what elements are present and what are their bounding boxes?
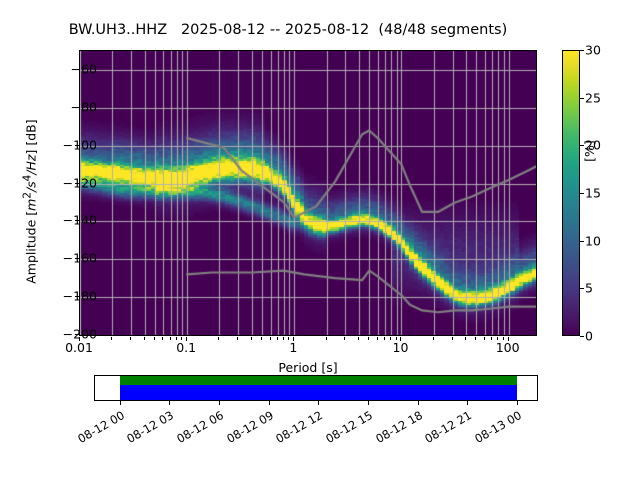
- x-axis-tick-mark: [111, 337, 113, 340]
- x-axis-tick-mark: [497, 337, 499, 340]
- x-axis-label: Period [s]: [278, 360, 338, 375]
- colorbar-tick-label: 30: [585, 42, 601, 58]
- y-axis-tick-label: −80: [70, 99, 97, 115]
- colorbar-tick-label: 0: [585, 328, 593, 344]
- x-axis-tick-mark: [395, 337, 397, 340]
- colorbar-tick-mark: [580, 145, 584, 147]
- y-axis-label-text: Amplitude [m2/s4/Hz] [dB]: [21, 119, 39, 284]
- colorbar[interactable]: [562, 50, 580, 336]
- timeline-tick-mark: [169, 401, 171, 405]
- x-axis-tick-mark: [130, 337, 132, 340]
- x-axis-tick-mark: [162, 337, 164, 340]
- timeline-tick-mark: [219, 401, 221, 405]
- y-axis-tick-mark: [75, 106, 79, 108]
- x-axis-tick-mark: [288, 337, 290, 340]
- timeline-tick-mark: [467, 401, 469, 405]
- x-axis-tick-mark: [186, 337, 188, 341]
- y-axis-tick-label: −60: [70, 61, 97, 77]
- y-axis-tick-label: −120: [62, 175, 97, 191]
- x-axis-tick-mark: [465, 337, 466, 340]
- x-axis-tick-mark: [181, 337, 183, 340]
- x-axis-tick-mark: [344, 337, 346, 340]
- x-axis-tick-mark: [390, 337, 392, 340]
- y-axis-tick-label: −160: [62, 250, 97, 266]
- x-axis-tick-mark: [153, 337, 155, 340]
- timeline-tick-mark: [368, 401, 370, 405]
- timeline-tick-mark: [417, 401, 419, 405]
- x-axis-tick-mark: [169, 337, 171, 340]
- timeline-band-data-coverage: [119, 376, 518, 386]
- y-axis-tick-mark: [75, 182, 79, 184]
- y-axis-tick-mark: [75, 220, 79, 222]
- x-axis-tick-mark: [175, 337, 177, 340]
- x-axis-tick-mark: [325, 337, 327, 340]
- colorbar-tick-mark: [580, 288, 584, 290]
- x-axis-tick-label: 0.1: [176, 340, 197, 355]
- x-axis-tick-mark: [376, 337, 378, 340]
- x-axis-tick-label: 100: [495, 340, 520, 355]
- x-axis-tick-mark: [368, 337, 370, 340]
- x-axis-tick-mark: [357, 337, 359, 340]
- y-axis-tick-mark: [75, 334, 79, 335]
- y-axis-tick-label: −180: [62, 288, 97, 304]
- colorbar-tick-label: 15: [585, 185, 601, 201]
- x-axis-tick-mark: [475, 337, 477, 340]
- x-axis-tick-mark: [282, 337, 284, 340]
- x-axis-tick-mark: [432, 337, 434, 340]
- colorbar-tick-mark: [580, 240, 584, 242]
- y-axis-tick-mark: [75, 144, 79, 146]
- timeline-band-psd-coverage: [119, 385, 518, 400]
- x-axis-tick-mark: [293, 337, 295, 341]
- x-axis-tick-mark: [400, 337, 402, 341]
- x-axis-tick-label: 1: [289, 340, 298, 355]
- y-axis-label: Amplitude [m2/s4/Hz] [dB]: [21, 82, 38, 322]
- colorbar-tick-mark: [580, 97, 584, 99]
- x-axis-tick-mark: [79, 337, 80, 341]
- colorbar-tick-label: 20: [585, 137, 601, 153]
- timeline-tick-mark: [119, 401, 121, 405]
- y-axis-tick-mark: [75, 258, 79, 260]
- x-axis-tick-label: 10: [392, 340, 409, 355]
- colorbar-tick-label: 10: [585, 233, 601, 249]
- y-axis-tick-label: −100: [62, 137, 97, 153]
- x-axis-tick-mark: [261, 337, 263, 340]
- x-axis-tick-label: 0.01: [65, 340, 93, 355]
- timeline-coverage-axes[interactable]: [94, 375, 538, 401]
- timeline-tick-mark: [517, 401, 519, 405]
- x-axis-tick-mark: [451, 337, 453, 340]
- x-axis-tick-mark: [269, 337, 271, 340]
- x-axis-tick-mark: [250, 337, 252, 340]
- x-axis-tick-mark: [502, 337, 504, 340]
- x-axis-tick-mark: [507, 337, 509, 341]
- timeline-tick-mark: [318, 401, 320, 405]
- colorbar-tick-label: 5: [585, 280, 593, 296]
- y-axis-tick-label: −200: [62, 326, 97, 342]
- x-axis-tick-mark: [218, 337, 220, 340]
- y-axis-tick-mark: [75, 68, 79, 70]
- x-axis-tick-mark: [491, 337, 493, 340]
- y-axis-tick-mark: [75, 296, 79, 298]
- colorbar-tick-mark: [580, 336, 584, 337]
- page-title: BW.UH3..HHZ 2025-08-12 -- 2025-08-12 (48…: [68, 22, 508, 38]
- ppsd-plot-area[interactable]: [79, 50, 537, 336]
- noise-model-curves: [80, 51, 536, 335]
- y-axis-tick-label: −140: [62, 212, 97, 228]
- x-axis-tick-mark: [276, 337, 278, 340]
- colorbar-tick-mark: [580, 193, 584, 194]
- timeline-bars: [119, 376, 518, 400]
- colorbar-label: [%]: [582, 140, 597, 162]
- x-axis-tick-mark: [383, 337, 385, 340]
- colorbar-tick-mark: [580, 50, 584, 51]
- x-axis-tick-mark: [483, 337, 485, 340]
- x-axis-tick-mark: [143, 337, 145, 340]
- colorbar-tick-label: 25: [585, 90, 601, 106]
- x-axis-tick-mark: [237, 337, 239, 340]
- timeline-tick-mark: [268, 401, 270, 405]
- colorbar-gradient: [563, 51, 579, 335]
